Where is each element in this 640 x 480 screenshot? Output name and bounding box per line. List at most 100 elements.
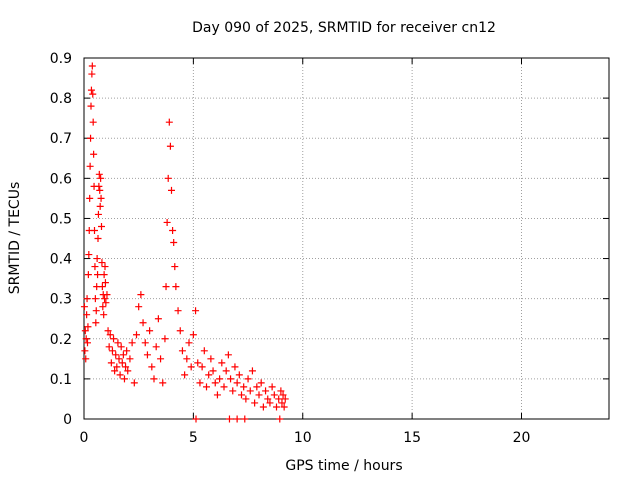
data-point xyxy=(96,186,104,194)
data-point xyxy=(255,391,263,399)
data-point xyxy=(128,339,136,347)
data-point xyxy=(246,387,254,395)
y-tick-label: 0.4 xyxy=(50,252,72,268)
data-point xyxy=(171,263,179,271)
data-point xyxy=(154,315,162,323)
data-point xyxy=(213,391,221,399)
data-point xyxy=(124,367,132,375)
data-point xyxy=(97,174,105,182)
data-point xyxy=(189,331,197,339)
x-tick-label: 0 xyxy=(80,430,89,446)
data-point xyxy=(192,415,200,423)
data-point xyxy=(262,387,270,395)
data-point xyxy=(205,371,213,379)
data-point xyxy=(181,371,189,379)
data-point xyxy=(165,118,173,126)
data-point xyxy=(139,319,147,327)
data-point xyxy=(86,194,94,202)
data-point xyxy=(82,355,90,363)
data-point xyxy=(280,403,288,411)
data-point xyxy=(110,335,118,343)
data-point xyxy=(133,331,140,339)
data-point xyxy=(233,379,241,387)
data-point xyxy=(83,311,91,319)
data-point xyxy=(216,375,224,383)
data-point xyxy=(268,383,276,391)
data-point xyxy=(92,307,100,315)
y-tick-label: 0.5 xyxy=(50,211,72,227)
data-point xyxy=(141,339,149,347)
data-point xyxy=(85,251,93,259)
data-point xyxy=(229,387,237,395)
data-point xyxy=(80,303,88,311)
data-point xyxy=(95,182,103,190)
grid-layer xyxy=(84,58,609,419)
data-point xyxy=(93,255,101,263)
data-point xyxy=(209,367,217,375)
data-point xyxy=(273,403,280,411)
data-point xyxy=(88,70,96,78)
marks-layer xyxy=(80,62,289,423)
x-tick-label: 5 xyxy=(189,430,198,446)
data-point xyxy=(84,323,92,331)
data-point xyxy=(119,351,127,359)
chart-title: Day 090 of 2025, SRMTID for receiver cn1… xyxy=(192,20,496,36)
data-point xyxy=(94,210,102,218)
y-tick-label: 0.7 xyxy=(50,131,72,147)
data-point xyxy=(200,347,208,355)
data-point xyxy=(115,355,123,363)
data-point xyxy=(130,379,138,387)
data-point xyxy=(123,347,131,355)
data-point xyxy=(97,194,105,202)
data-point xyxy=(150,375,158,383)
data-point xyxy=(82,335,90,343)
data-point xyxy=(276,415,284,423)
y-tick-label: 0.6 xyxy=(50,171,72,187)
data-point xyxy=(172,283,180,291)
data-point xyxy=(120,375,128,383)
data-point xyxy=(248,367,256,375)
data-point xyxy=(278,399,286,407)
y-axis-label: SRMTID / TECUs xyxy=(7,182,23,295)
data-point xyxy=(87,134,95,142)
data-point xyxy=(99,303,107,311)
data-point xyxy=(102,299,110,307)
data-point xyxy=(222,367,230,375)
x-axis-label: GPS time / hours xyxy=(285,458,402,474)
data-point xyxy=(176,327,184,335)
data-point xyxy=(242,395,250,403)
data-point xyxy=(84,271,92,279)
data-point xyxy=(100,271,108,279)
data-point xyxy=(218,359,226,367)
data-point xyxy=(107,359,115,367)
data-point xyxy=(100,311,108,319)
y-tick-label: 0.3 xyxy=(50,292,72,308)
data-point xyxy=(122,363,130,371)
data-point xyxy=(116,371,124,379)
data-point xyxy=(225,415,233,423)
data-point xyxy=(235,371,243,379)
data-point xyxy=(101,295,109,303)
data-point xyxy=(169,226,177,234)
x-tick-label: 15 xyxy=(403,430,421,446)
data-point xyxy=(281,395,289,403)
data-point xyxy=(114,339,122,347)
data-point xyxy=(183,355,191,363)
data-point xyxy=(244,375,252,383)
data-point xyxy=(203,383,210,391)
data-point xyxy=(148,363,156,371)
data-point xyxy=(103,291,111,299)
data-point xyxy=(279,391,287,399)
x-tick-label: 20 xyxy=(513,430,531,446)
y-tick-label: 0.9 xyxy=(50,51,72,67)
data-point xyxy=(227,375,235,383)
data-point xyxy=(168,186,175,194)
data-point xyxy=(105,343,113,351)
data-point xyxy=(277,387,285,395)
data-point xyxy=(89,118,97,126)
data-point xyxy=(89,90,97,98)
data-point xyxy=(106,331,114,339)
data-point xyxy=(83,295,91,303)
data-point xyxy=(162,283,170,291)
